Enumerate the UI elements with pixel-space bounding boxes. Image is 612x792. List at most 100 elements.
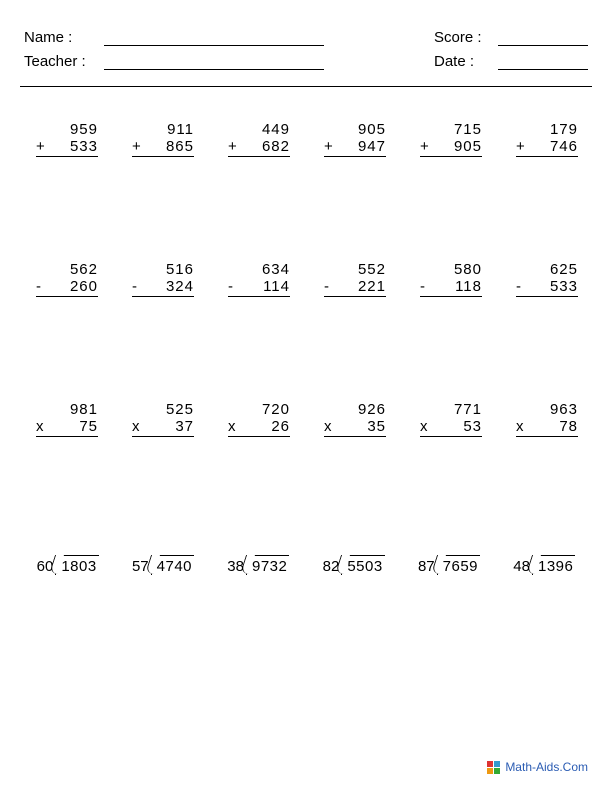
operand-top: 625 xyxy=(516,261,578,278)
operand-bottom: 221 xyxy=(358,278,386,295)
dividend: 5503 xyxy=(341,555,384,575)
date-label: Date : xyxy=(434,53,488,70)
dividend: 4740 xyxy=(151,555,194,575)
operand-top: 562 xyxy=(36,261,98,278)
score-label: Score : xyxy=(434,29,488,46)
operand-bottom: 37 xyxy=(175,418,194,435)
row-spacer xyxy=(24,297,108,401)
row-spacer xyxy=(120,157,204,261)
row-spacer xyxy=(216,157,300,261)
operator: + xyxy=(420,138,432,155)
operand-top: 911 xyxy=(132,121,194,138)
operand-bottom: 324 xyxy=(166,278,194,295)
operand-bottom: 947 xyxy=(358,138,386,155)
operator: x xyxy=(324,418,336,435)
division-problem: 389732 xyxy=(215,555,302,575)
operand-bottom: 26 xyxy=(271,418,290,435)
math-problem: 179+746 xyxy=(516,121,578,157)
math-problem: 625- 533 xyxy=(516,261,578,297)
footer: Math-Aids.Com xyxy=(487,760,588,774)
dividend: 1803 xyxy=(55,555,98,575)
math-problem: 905+947 xyxy=(324,121,386,157)
operand-bottom: 53 xyxy=(463,418,482,435)
operator: - xyxy=(132,278,144,295)
operand-bottom: 35 xyxy=(367,418,386,435)
operand-top: 580 xyxy=(420,261,482,278)
operator: + xyxy=(324,138,336,155)
math-problem: 771x 53 xyxy=(420,401,482,437)
teacher-line xyxy=(104,52,324,70)
row-spacer xyxy=(312,297,396,401)
operator: x xyxy=(132,418,144,435)
operand-top: 449 xyxy=(228,121,290,138)
worksheet-header: Name : Teacher : Score : Date : xyxy=(24,28,588,70)
operand-top: 981 xyxy=(36,401,98,418)
operand-bottom: 746 xyxy=(550,138,578,155)
row-spacer xyxy=(504,157,588,261)
math-problem: 715+905 xyxy=(420,121,482,157)
operator: + xyxy=(132,138,144,155)
operand-bottom: 78 xyxy=(559,418,578,435)
division-problem: 825503 xyxy=(310,555,397,575)
operand-top: 720 xyxy=(228,401,290,418)
operator: - xyxy=(324,278,336,295)
operator: x xyxy=(420,418,432,435)
operator: + xyxy=(36,138,48,155)
row-spacer xyxy=(216,297,300,401)
math-problem: 562- 260 xyxy=(36,261,98,297)
teacher-label: Teacher : xyxy=(24,53,94,70)
math-problem: 911+865 xyxy=(132,121,194,157)
math-problem: 634- 114 xyxy=(228,261,290,297)
operand-bottom: 75 xyxy=(79,418,98,435)
math-problem: 449+682 xyxy=(228,121,290,157)
division-problem: 877659 xyxy=(405,555,492,575)
name-label: Name : xyxy=(24,29,94,46)
operand-bottom: 682 xyxy=(262,138,290,155)
math-problem: 963x 78 xyxy=(516,401,578,437)
operand-top: 634 xyxy=(228,261,290,278)
operator: - xyxy=(36,278,48,295)
operand-top: 959 xyxy=(36,121,98,138)
operator: x xyxy=(228,418,240,435)
footer-icon xyxy=(487,761,500,774)
operator: + xyxy=(516,138,528,155)
operand-bottom: 114 xyxy=(263,278,290,295)
division-problem: 601803 xyxy=(24,555,111,575)
operand-bottom: 533 xyxy=(70,138,98,155)
math-problem: 552- 221 xyxy=(324,261,386,297)
division-grid: 601803574740389732825503877659481396 xyxy=(24,555,588,575)
row-spacer xyxy=(408,157,492,261)
operand-bottom: 865 xyxy=(166,138,194,155)
operand-top: 905 xyxy=(324,121,386,138)
operand-top: 552 xyxy=(324,261,386,278)
division-problem: 481396 xyxy=(501,555,588,575)
score-line xyxy=(498,28,588,46)
math-problem: 525x 37 xyxy=(132,401,194,437)
math-problem: 720x 26 xyxy=(228,401,290,437)
operator: - xyxy=(228,278,240,295)
problem-grid: 959+533911+865449+682905+947715+905179+7… xyxy=(24,121,588,437)
dividend: 9732 xyxy=(246,555,289,575)
name-line xyxy=(104,28,324,46)
math-problem: 580-118 xyxy=(420,261,482,297)
operand-top: 179 xyxy=(516,121,578,138)
dividend: 1396 xyxy=(532,555,575,575)
operator: - xyxy=(516,278,528,295)
date-line xyxy=(498,52,588,70)
operator: + xyxy=(228,138,240,155)
operand-top: 963 xyxy=(516,401,578,418)
operand-bottom: 533 xyxy=(550,278,578,295)
operand-bottom: 260 xyxy=(70,278,98,295)
operand-top: 715 xyxy=(420,121,482,138)
operator: x xyxy=(516,418,528,435)
header-rule xyxy=(20,86,592,87)
math-problem: 981x75 xyxy=(36,401,98,437)
row-spacer xyxy=(312,157,396,261)
operator: - xyxy=(420,278,432,295)
operand-top: 771 xyxy=(420,401,482,418)
math-problem: 959+533 xyxy=(36,121,98,157)
operand-top: 926 xyxy=(324,401,386,418)
operand-top: 525 xyxy=(132,401,194,418)
math-problem: 516-324 xyxy=(132,261,194,297)
row-spacer xyxy=(24,157,108,261)
